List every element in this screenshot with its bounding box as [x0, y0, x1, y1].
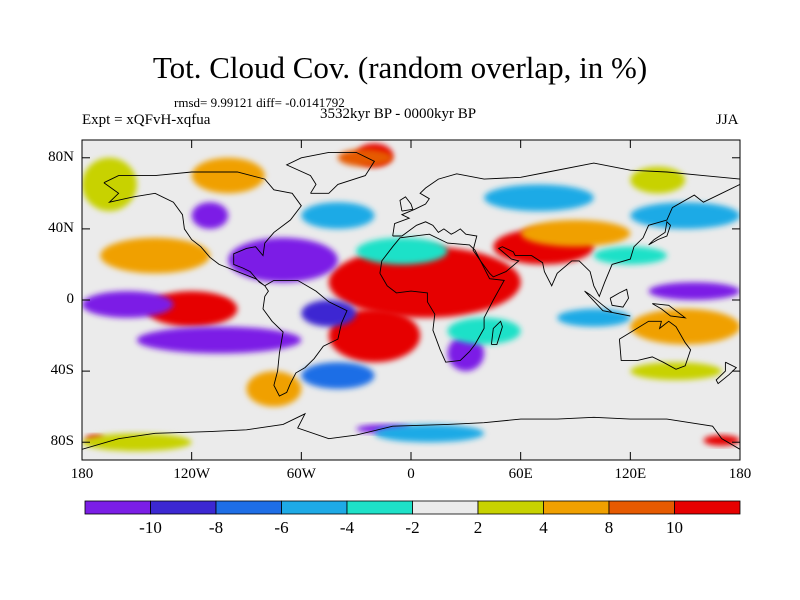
lon-tick-label: 60E — [508, 466, 533, 482]
lat-tick-label: 80S — [50, 433, 74, 450]
field-patch-arctic-yellow — [82, 157, 137, 212]
colorbar-swatch — [608, 500, 675, 515]
lon-tick-label: 60W — [286, 466, 316, 482]
colorbar-label: -4 — [339, 518, 355, 537]
season-label: JJA — [716, 112, 739, 128]
colorbar — [84, 500, 741, 515]
lon-tick-label: 0 — [407, 466, 415, 482]
colorbar-swatch — [477, 500, 544, 515]
coastline-greenland — [285, 151, 376, 194]
colorbar-label: 10 — [666, 518, 683, 537]
experiment-label: Expt = xQFvH-xqfua — [82, 112, 211, 128]
lon-tick-label: 180 — [728, 466, 752, 482]
colorbar-swatch — [215, 500, 282, 515]
coastline-south-america — [262, 279, 348, 397]
field-patch-mozambique-teal — [447, 317, 521, 345]
colorbar-label: 2 — [473, 518, 483, 537]
stats-label: rmsd= 9.99121 diff= -0.0141792 — [174, 95, 345, 110]
colorbar-label: -6 — [274, 518, 289, 537]
coastline-great-britain — [399, 196, 414, 212]
axis-ticks — [81, 140, 741, 460]
field-patch-caribbean-purple — [228, 237, 338, 283]
colorbar-label: 8 — [604, 518, 614, 537]
colorbar-swatch — [346, 500, 413, 515]
lon-tick-label: 180 — [70, 466, 94, 482]
coastline-indonesia — [584, 290, 631, 317]
coastline-eurasia — [392, 162, 740, 298]
colorbar-label: -8 — [208, 518, 224, 537]
field-patch-north-pacific-cyan — [630, 202, 740, 229]
field-patch-central-asia-orange — [520, 220, 631, 247]
colorbar-label: -10 — [139, 518, 162, 537]
coastline-new-guinea — [652, 303, 687, 319]
lat-tick-label: 40N — [48, 219, 74, 236]
field-patch-brazil-blue — [301, 300, 357, 327]
field-patch-canada-orange — [191, 157, 265, 194]
coastline-new-zealand — [715, 361, 738, 385]
coastline-japan — [648, 220, 672, 246]
field-patch-tasman-yellow — [630, 362, 722, 380]
colorbar-swatch — [412, 500, 479, 515]
field-patch-antarctic-cyan — [374, 424, 485, 443]
field-patch-south-pacific-purple — [136, 326, 302, 354]
colorbar-swatch — [150, 500, 217, 515]
lat-tick-label: 0 — [66, 291, 75, 307]
coastlines — [82, 151, 740, 450]
colorbar-swatch — [543, 500, 610, 515]
period-label: 3532kyr BP - 0000kyr BP — [320, 106, 477, 122]
coastline-north-america — [103, 171, 302, 287]
field-patch-north-atlantic-teal — [356, 237, 448, 265]
coastline-madagascar — [490, 320, 503, 345]
field-patch-china-teal — [593, 246, 667, 265]
colorbar-swatch — [84, 500, 151, 515]
field-patch-west-pacific-purple — [648, 282, 740, 300]
coastline-australia — [618, 320, 692, 370]
field-patch-south-atlantic — [328, 308, 421, 363]
lon-tick-label: 120W — [173, 466, 210, 482]
colorbar-swatch — [674, 500, 741, 515]
field-patch-central-pacific-purple — [82, 291, 174, 318]
coastline-antarctica — [82, 412, 740, 450]
field-patch-siberia-cyan — [484, 184, 594, 212]
field-patch-antarctic-yellow — [82, 433, 192, 452]
field-patch-south-atlantic-blue — [301, 362, 375, 389]
map-title: Tot. Cloud Cov. (random overlap, in %) — [152, 50, 648, 85]
field-patch-north-america-purple — [191, 202, 229, 229]
colorbar-label: -2 — [405, 518, 420, 537]
field-patch-south-pacific-orange — [630, 308, 740, 345]
lat-tick-label: 40S — [50, 362, 74, 379]
colorbar-label: 4 — [539, 518, 548, 537]
lon-tick-label: 120E — [614, 466, 647, 482]
field-patch-north-pacific-orange — [100, 237, 210, 274]
colorbar-swatch — [281, 500, 348, 515]
field-patch-greenland-edge — [337, 148, 393, 167]
coastline-borneo — [609, 288, 629, 308]
field-patch-indian-ocean-cyan — [557, 308, 631, 327]
field-patch-north-atlantic-cyan — [301, 202, 375, 229]
field-patch-pacific-band — [173, 300, 229, 309]
lat-tick-label: 80N — [48, 148, 74, 165]
field-patch-ross-sea — [703, 435, 740, 446]
field-patch-africa-tropics — [328, 246, 521, 318]
field-patch-siberia-yellow — [630, 166, 686, 194]
coastline-africa — [379, 233, 505, 363]
field-patch-patagonia-orange — [246, 371, 302, 407]
